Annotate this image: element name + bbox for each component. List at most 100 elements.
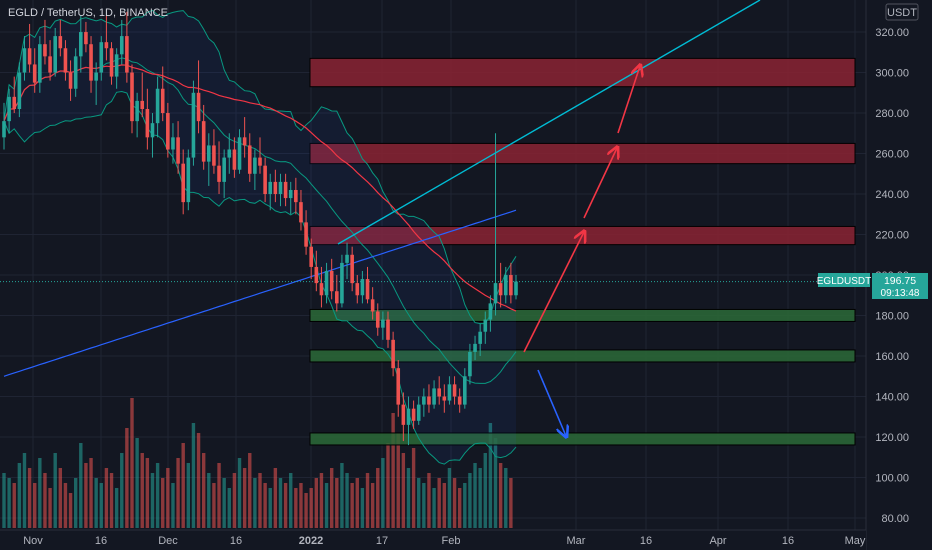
x-tick-label: 2022 <box>299 535 323 547</box>
candle-body <box>268 181 273 195</box>
volume-bar <box>222 478 226 528</box>
candle-body <box>196 92 201 122</box>
volume-bar <box>463 483 467 528</box>
projection-arrow-up <box>583 148 617 219</box>
candle-body <box>416 404 421 421</box>
x-tick-label: Apr <box>709 535 726 547</box>
candle-body <box>176 137 180 164</box>
candle-body <box>22 48 27 73</box>
candle-body <box>263 165 267 195</box>
candle-body <box>171 137 175 150</box>
volume-bar <box>427 473 431 528</box>
candle-body <box>32 64 37 83</box>
bollinger-band-fill <box>4 10 516 465</box>
candle-body <box>391 339 395 369</box>
candle-body <box>432 388 436 405</box>
volume-bar <box>396 433 400 528</box>
volume-bar <box>473 463 477 528</box>
x-tick-label: Dec <box>158 535 178 547</box>
volume-bar <box>84 463 88 528</box>
candle-body <box>89 44 93 81</box>
candle-body <box>63 48 68 73</box>
candles <box>2 11 518 446</box>
candle-body <box>319 283 324 296</box>
volume-bar <box>150 473 155 528</box>
volume-bar <box>319 473 324 528</box>
volume-bar <box>360 488 365 528</box>
currency-label: USDT <box>887 7 917 19</box>
candle-body <box>242 137 247 146</box>
volume-bar <box>155 463 160 528</box>
volume-bar <box>145 458 150 528</box>
projection-arrow-down <box>537 369 566 436</box>
volume-bar <box>73 478 78 528</box>
candle-body <box>509 275 513 296</box>
volume-bar <box>161 478 165 528</box>
candle-body <box>488 303 493 320</box>
y-tick-label: 300.00 <box>875 68 909 80</box>
x-tick-label: 16 <box>95 535 107 547</box>
candle-body <box>345 254 349 263</box>
currency-tag[interactable] <box>885 3 919 21</box>
volume-bar <box>329 468 334 528</box>
volume-bar <box>237 458 242 528</box>
volume-bar <box>166 468 170 528</box>
volume-bar <box>48 488 52 528</box>
x-axis-ticks: Nov 16 Dec 16 2022 17 Feb Mar 16 Apr 16 May <box>23 535 866 547</box>
volume-bar <box>27 468 32 528</box>
volume-bar <box>33 483 37 528</box>
volume-bar <box>171 483 175 528</box>
volume-bar <box>411 448 416 528</box>
candle-body <box>222 157 226 182</box>
x-tick-label: Feb <box>442 535 461 547</box>
candle-body <box>294 189 298 203</box>
candle-body <box>94 72 98 81</box>
y-tick-label: 280.00 <box>875 108 909 120</box>
candle-body <box>422 396 426 405</box>
volume-bar <box>488 423 493 528</box>
candle-body <box>483 319 488 332</box>
volume-bar <box>176 458 180 528</box>
volume-bar <box>186 463 191 528</box>
candle-body <box>427 396 431 405</box>
volume-bar <box>340 463 344 528</box>
volume-bar <box>381 458 385 528</box>
volume-bar <box>345 473 349 528</box>
x-tick-label: Mar <box>567 535 586 547</box>
candle-body <box>27 48 32 65</box>
volume-bar <box>468 473 472 528</box>
candle-body <box>386 319 390 340</box>
candle-body <box>493 283 498 304</box>
candle-body <box>207 145 211 162</box>
y-tick-label: 220.00 <box>875 230 909 242</box>
candle-body <box>109 48 114 77</box>
price-axis[interactable] <box>866 0 932 530</box>
volume-bar <box>38 458 42 528</box>
candle-body <box>160 88 165 114</box>
symbol-badge <box>818 273 870 287</box>
candle-body <box>79 32 83 57</box>
resistance-zone <box>309 57 856 88</box>
volume-bar <box>196 433 201 528</box>
candle-body <box>335 291 339 304</box>
volume-bar <box>376 468 380 528</box>
candle-body <box>329 270 334 292</box>
candle-body <box>145 108 150 138</box>
volume-bars <box>2 398 513 528</box>
y-tick-label: 160.00 <box>875 351 909 363</box>
bollinger-lower-line <box>3 90 517 465</box>
volume-bar <box>181 443 185 528</box>
candle-body <box>12 96 17 109</box>
volume-bar <box>355 478 359 528</box>
volume-bar <box>53 453 57 528</box>
volume-bar <box>135 438 139 528</box>
price-badge <box>872 273 928 299</box>
volume-bar <box>370 483 375 528</box>
candle-body <box>48 56 52 73</box>
drawings <box>337 0 761 436</box>
candle-body <box>232 149 237 170</box>
time-axis[interactable] <box>0 530 866 550</box>
volume-bar <box>350 483 354 528</box>
volume-bar <box>365 473 370 528</box>
